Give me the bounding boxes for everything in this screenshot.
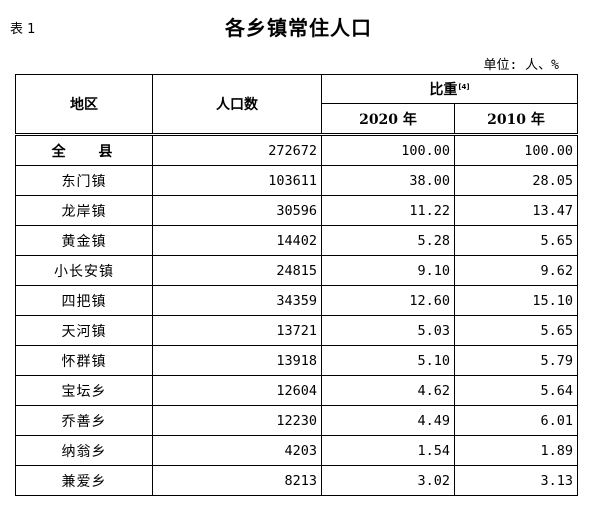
- ratio-2010-cell: 28.05: [454, 165, 578, 196]
- ratio-2020-cell: 5.10: [321, 345, 455, 376]
- ratio-2020-cell: 3.02: [321, 465, 455, 496]
- population-cell: 272672: [152, 133, 322, 166]
- ratio-2010-cell: 13.47: [454, 195, 578, 226]
- population-header: 人口数: [152, 74, 322, 135]
- region-cell: 全 县: [15, 133, 153, 166]
- population-cell: 103611: [152, 165, 322, 196]
- region-header: 地区: [15, 74, 153, 135]
- region-cell: 四把镇: [15, 285, 153, 316]
- table-row: 乔善乡 12230 4.49 6.01: [15, 405, 578, 436]
- table-row: 龙岸镇 30596 11.22 13.47: [15, 195, 578, 226]
- region-cell: 兼爱乡: [15, 465, 153, 496]
- region-cell: 东门镇: [15, 165, 153, 196]
- region-cell: 黄金镇: [15, 225, 153, 256]
- ratio-2010-cell: 15.10: [454, 285, 578, 316]
- ratio-2020-cell: 38.00: [321, 165, 455, 196]
- population-cell: 8213: [152, 465, 322, 496]
- table-row: 黄金镇 14402 5.28 5.65: [15, 225, 578, 256]
- ratio-2010-cell: 1.89: [454, 435, 578, 466]
- population-cell: 34359: [152, 285, 322, 316]
- table-row: 兼爱乡 8213 3.02 3.13: [15, 465, 578, 496]
- table-number: 表 1: [10, 22, 36, 37]
- ratio-2020-cell: 11.22: [321, 195, 455, 226]
- ratio-2020-cell: 12.60: [321, 285, 455, 316]
- ratio-2020-cell: 5.28: [321, 225, 455, 256]
- ratio-header: 比重[4]: [321, 73, 578, 105]
- region-cell: 宝坛乡: [15, 375, 153, 406]
- table-row: 小长安镇 24815 9.10 9.62: [15, 255, 578, 286]
- region-cell: 龙岸镇: [15, 195, 153, 226]
- ratio-2020-cell: 9.10: [321, 255, 455, 286]
- region-cell: 小长安镇: [15, 255, 153, 286]
- year-2010-header: 2010 年: [454, 103, 578, 135]
- region-cell: 乔善乡: [15, 405, 153, 436]
- region-cell: 纳翁乡: [15, 435, 153, 466]
- ratio-2020-cell: 1.54: [321, 435, 455, 466]
- ratio-2010-cell: 5.79: [454, 345, 578, 376]
- page-title: 各乡镇常住人口: [225, 16, 372, 40]
- population-cell: 24815: [152, 255, 322, 286]
- population-cell: 12230: [152, 405, 322, 436]
- table-row: 怀群镇 13918 5.10 5.79: [15, 345, 578, 376]
- table-row: 宝坛乡 12604 4.62 5.64: [15, 375, 578, 406]
- ratio-2020-cell: 4.62: [321, 375, 455, 406]
- population-cell: 13721: [152, 315, 322, 346]
- ratio-2020-cell: 4.49: [321, 405, 455, 436]
- population-table: 地区 人口数 比重[4] 2020 年 2010 年 全 县 272672 100.…: [15, 73, 578, 496]
- table-row: 四把镇 34359 12.60 15.10: [15, 285, 578, 316]
- table-row-total: 全 县 272672 100.00 100.00: [15, 133, 578, 166]
- ratio-2020-cell: 5.03: [321, 315, 455, 346]
- ratio-header-label: 比重: [429, 82, 458, 99]
- ratio-2010-cell: 6.01: [454, 405, 578, 436]
- population-cell: 30596: [152, 195, 322, 226]
- population-cell: 4203: [152, 435, 322, 466]
- ratio-footnote-mark: [4]: [458, 82, 470, 91]
- table-body: 全 县 272672 100.00 100.00 东门镇 103611 38.00 28.05…: [15, 133, 578, 496]
- year-2020-header: 2020 年: [321, 103, 455, 135]
- population-cell: 14402: [152, 225, 322, 256]
- population-cell: 13918: [152, 345, 322, 376]
- table-row: 天河镇 13721 5.03 5.65: [15, 315, 578, 346]
- ratio-2010-cell: 9.62: [454, 255, 578, 286]
- table-row: 东门镇 103611 38.00 28.05: [15, 165, 578, 196]
- ratio-2010-cell: 3.13: [454, 465, 578, 496]
- population-cell: 12604: [152, 375, 322, 406]
- ratio-2010-cell: 5.64: [454, 375, 578, 406]
- region-cell: 怀群镇: [15, 345, 153, 376]
- unit-label: 单位: 人、%: [483, 58, 559, 73]
- ratio-2010-cell: 5.65: [454, 315, 578, 346]
- ratio-2010-cell: 5.65: [454, 225, 578, 256]
- ratio-2020-cell: 100.00: [321, 133, 455, 166]
- ratio-2010-cell: 100.00: [454, 133, 578, 166]
- table-row: 纳翁乡 4203 1.54 1.89: [15, 435, 578, 466]
- region-cell: 天河镇: [15, 315, 153, 346]
